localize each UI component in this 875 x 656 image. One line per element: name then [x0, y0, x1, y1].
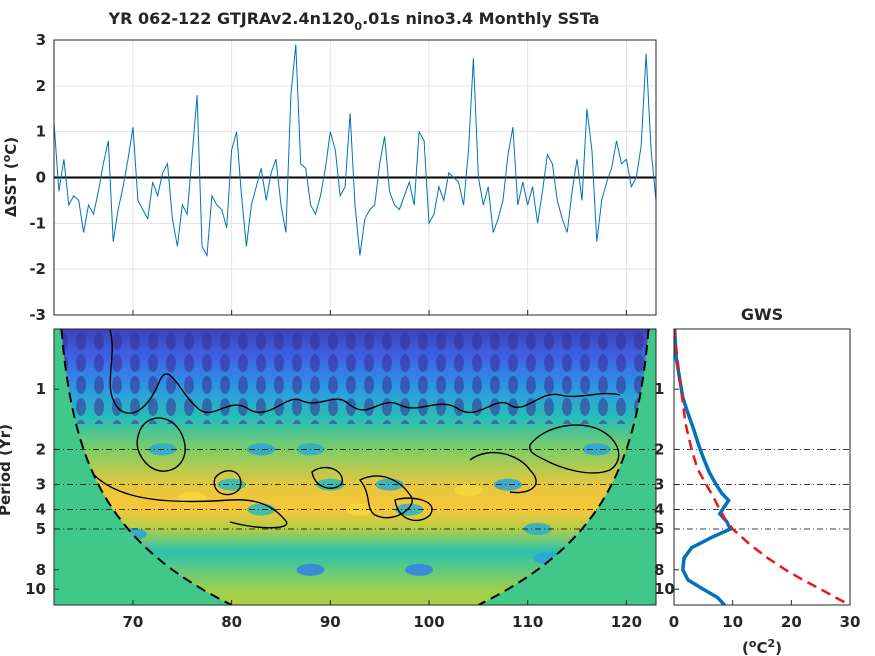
gws-xtick-label-1: 10: [722, 613, 743, 631]
power-spot-13: [405, 563, 434, 576]
wavelet-panel: 70 80 90 100 110 120 1 2 3 45 810 Period (Yr): [0, 328, 657, 631]
cone-of-influence-left: [54, 329, 232, 605]
cone-of-influence-edge: [60, 329, 650, 605]
wavelet-xtick-label-0: 70: [123, 613, 144, 631]
gws-xtick-label-3: 30: [840, 613, 861, 631]
gws-series: [674, 329, 850, 605]
wavelet-xtick-label-5: 120: [611, 613, 642, 631]
wavelet-ytick-label-3: 4: [36, 501, 46, 519]
gws-xtick-label-0: 0: [669, 613, 679, 631]
timeseries-title: YR 062-122 GTJRAv2.4n1200.01s nino3.4 Mo…: [108, 9, 600, 33]
sst-anomaly-series: [54, 44, 656, 258]
power-spot-3: [217, 478, 246, 491]
power-spot-6: [493, 478, 522, 491]
timeseries-ytick-label-0: 3: [36, 31, 46, 49]
wavelet-ytick-label-4: 5: [36, 520, 46, 538]
gws-ytick-label-5: 8: [654, 561, 664, 579]
wavelet-noise-texture: [54, 329, 656, 424]
gws-frame: [673, 328, 851, 606]
cone-of-influence-right: [478, 329, 656, 605]
gws-plot-area: [674, 329, 850, 605]
power-spot-15: [178, 491, 207, 504]
power-spot-12: [296, 563, 325, 576]
significance-contours: [79, 329, 621, 529]
timeseries-panel: YR 062-122 GTJRAv2.4n1200.01s nino3.4 Mo…: [0, 9, 657, 324]
wavelet-reference-lines: [54, 448, 656, 530]
wavelet-ytick-label-1: 2: [36, 440, 46, 458]
timeseries-ylabel: ΔSST (oC): [0, 137, 20, 217]
power-spot-16: [345, 503, 374, 516]
gws-ytick-label-3: 4: [654, 501, 664, 519]
wavelet-ticks: 70 80 90 100 110 120 1 2 3 45 810: [25, 380, 642, 631]
wavelet-xtick-label-4: 110: [512, 613, 543, 631]
timeseries-ytick-label-3: 0: [36, 169, 46, 187]
gws-ytick-label-4: 5: [654, 520, 664, 538]
gws-xlabel: (oC2): [742, 637, 782, 656]
gws-ytick-label-0: 1: [654, 380, 664, 398]
wavelet-ytick-label-6: 10: [25, 580, 46, 598]
timeseries-ytick-label-6: -3: [29, 306, 46, 324]
wavelet-ytick-label-0: 1: [36, 380, 46, 398]
wavelet-ytick-label-5: 8: [36, 561, 46, 579]
gws-reference-lines: [674, 448, 850, 530]
gws-power-curve: [674, 329, 733, 605]
wavelet-frame: [53, 328, 657, 606]
gws-ytick-label-6: 10: [654, 580, 675, 598]
wavelet-xtick-label-2: 90: [320, 613, 341, 631]
gws-xtick-label-2: 20: [781, 613, 802, 631]
gws-title: GWS: [741, 305, 783, 324]
timeseries-frame: [53, 39, 657, 316]
power-spot-1: [247, 443, 276, 456]
wavelet-ytick-label-2: 3: [36, 476, 46, 494]
wavelet-xtick-label-3: 100: [413, 613, 444, 631]
timeseries-ytick-label-4: -1: [29, 214, 46, 232]
wavelet-xtick-label-1: 80: [221, 613, 242, 631]
power-spot-17: [454, 484, 483, 497]
gws-ytick-label-1: 2: [654, 440, 664, 458]
timeseries-ytick-label-5: -2: [29, 260, 46, 278]
timeseries-ticks: 3 2 1 0 -1 -2 -3: [29, 31, 627, 324]
gws-significance-curve: [674, 329, 850, 605]
gws-ytick-label-2: 3: [654, 476, 664, 494]
timeseries-ytick-label-1: 2: [36, 77, 46, 95]
wavelet-ylabel: Period (Yr): [0, 424, 14, 516]
timeseries-ytick-label-2: 1: [36, 123, 46, 141]
